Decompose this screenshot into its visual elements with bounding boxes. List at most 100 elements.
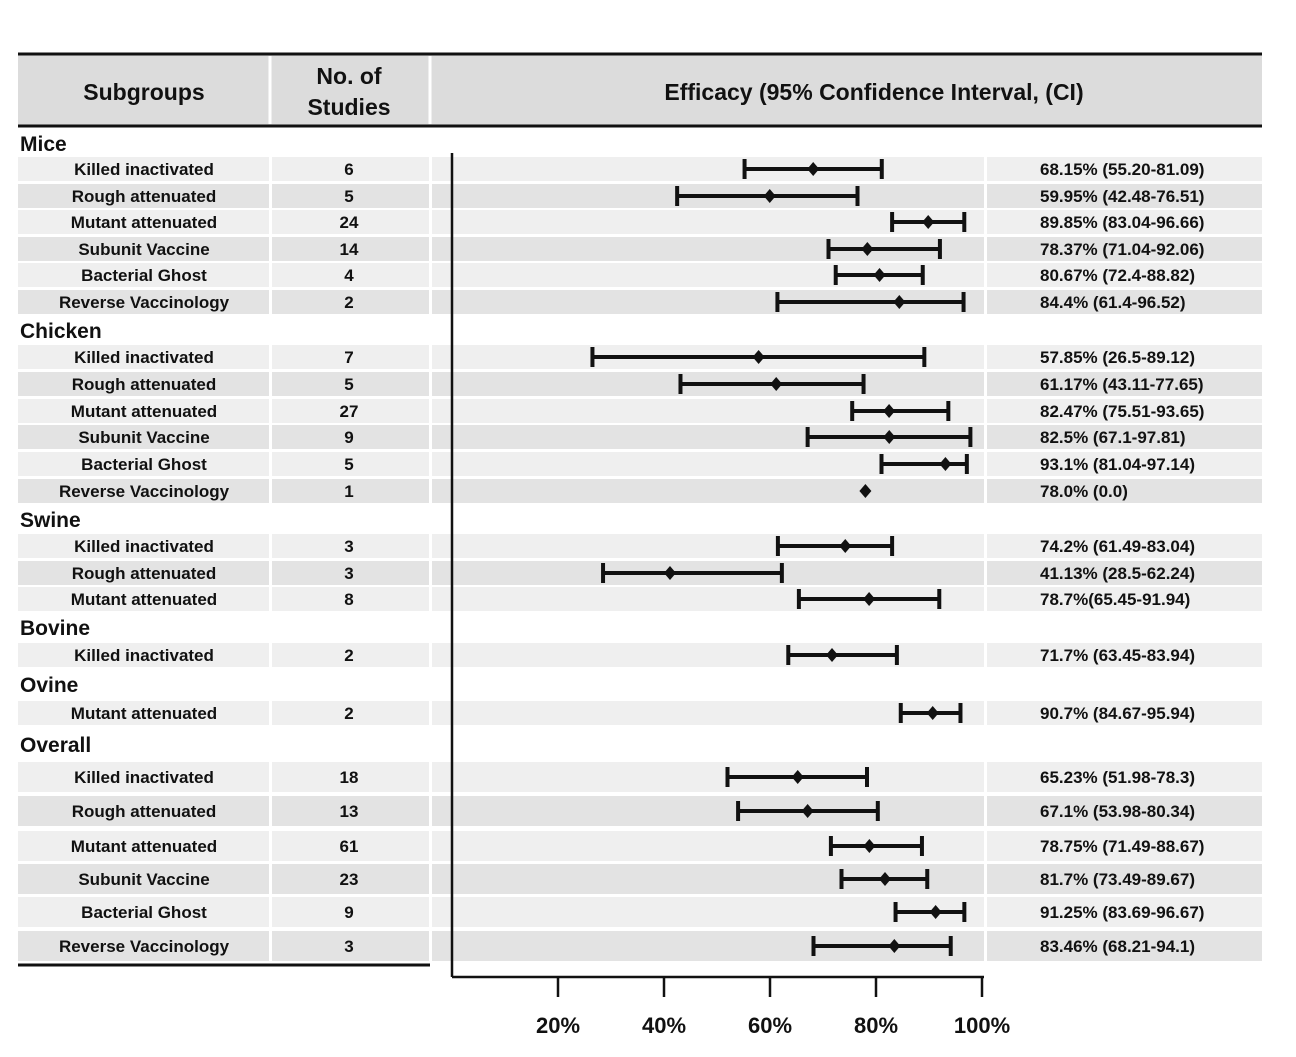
study-count: 2 [344,704,353,723]
row-band [18,210,269,234]
row-band [987,425,1262,449]
row-band [272,399,429,423]
study-count: 9 [344,903,353,922]
row-band [987,290,1262,314]
row-band [987,796,1262,826]
efficacy-value: 80.67% (72.4-88.82) [1040,266,1195,285]
subgroup-label: Reverse Vaccinology [59,937,230,956]
row-band [272,184,429,208]
row-band [18,796,269,826]
row-band [18,452,269,476]
row-band [272,345,429,369]
row-band [987,479,1262,503]
subgroup-label: Mutant attenuated [71,704,217,723]
subgroup-label: Rough attenuated [72,564,217,583]
x-tick-label: 80% [854,1013,898,1038]
subgroup-label: Subunit Vaccine [78,240,209,259]
row-band [987,184,1262,208]
group-heading: Bovine [20,617,90,640]
row-band [987,372,1262,396]
row-band [272,290,429,314]
efficacy-value: 78.7%(65.45-91.94) [1040,590,1190,609]
subgroup-label: Killed inactivated [74,160,214,179]
row-band [272,157,429,181]
group-heading: Chicken [20,320,102,343]
row-band [18,831,269,861]
subgroup-label: Reverse Vaccinology [59,293,230,312]
study-count: 3 [344,564,353,583]
row-band [272,237,429,261]
row-band [272,561,429,585]
subgroup-label: Killed inactivated [74,348,214,367]
row-band [272,372,429,396]
row-band [18,372,269,396]
efficacy-value: 57.85% (26.5-89.12) [1040,348,1195,367]
row-band [432,157,984,181]
estimate-point [883,430,896,444]
study-count: 13 [340,802,359,821]
efficacy-value: 82.47% (75.51-93.65) [1040,402,1204,421]
row-band [18,237,269,261]
header-band [18,54,1262,126]
row-band [987,587,1262,611]
study-count: 24 [340,213,359,232]
estimate-point [893,295,906,309]
subgroup-label: Mutant attenuated [71,590,217,609]
study-count: 18 [340,768,359,787]
row-band [987,157,1262,181]
subgroup-label: Mutant attenuated [71,837,217,856]
subgroup-label: Rough attenuated [72,802,217,821]
row-band [18,701,269,725]
row-band [18,157,269,181]
study-count: 9 [344,428,353,447]
group-heading: Swine [20,509,81,532]
row-band [18,643,269,667]
study-count: 6 [344,160,353,179]
study-count: 5 [344,375,353,394]
row-band [987,701,1262,725]
row-band [18,479,269,503]
estimate-point [807,162,820,176]
row-band [18,561,269,585]
efficacy-value: 82.5% (67.1-97.81) [1040,428,1186,447]
estimate-point [839,539,852,553]
estimate-point [888,939,901,953]
row-band [987,345,1262,369]
row-band [432,897,984,927]
subgroup-label: Killed inactivated [74,768,214,787]
efficacy-value: 59.95% (42.48-76.51) [1040,187,1204,206]
estimate-point [863,592,876,606]
row-band [432,534,984,558]
estimate-point [926,706,939,720]
row-band [18,425,269,449]
row-band [987,237,1262,261]
subgroup-label: Rough attenuated [72,187,217,206]
row-band [18,399,269,423]
efficacy-value: 89.85% (83.04-96.66) [1040,213,1204,232]
efficacy-value: 71.7% (63.45-83.94) [1040,646,1195,665]
row-band [18,897,269,927]
study-count: 3 [344,937,353,956]
row-band [432,796,984,826]
estimate-point [791,770,804,784]
row-band [18,931,269,961]
group-heading: Ovine [20,674,78,697]
row-band [432,479,984,503]
row-band [272,762,429,792]
efficacy-value: 68.15% (55.20-81.09) [1040,160,1204,179]
estimate-point [883,404,896,418]
estimate-point [861,242,874,256]
study-count: 4 [344,266,354,285]
row-band [987,399,1262,423]
estimate-point [863,839,876,853]
row-band [272,452,429,476]
estimate-point [801,804,814,818]
subgroup-label: Bacterial Ghost [81,903,207,922]
study-count: 14 [340,240,359,259]
row-band [18,290,269,314]
estimate-point [859,484,872,498]
study-count: 2 [344,293,353,312]
row-band [272,587,429,611]
row-band [272,263,429,287]
